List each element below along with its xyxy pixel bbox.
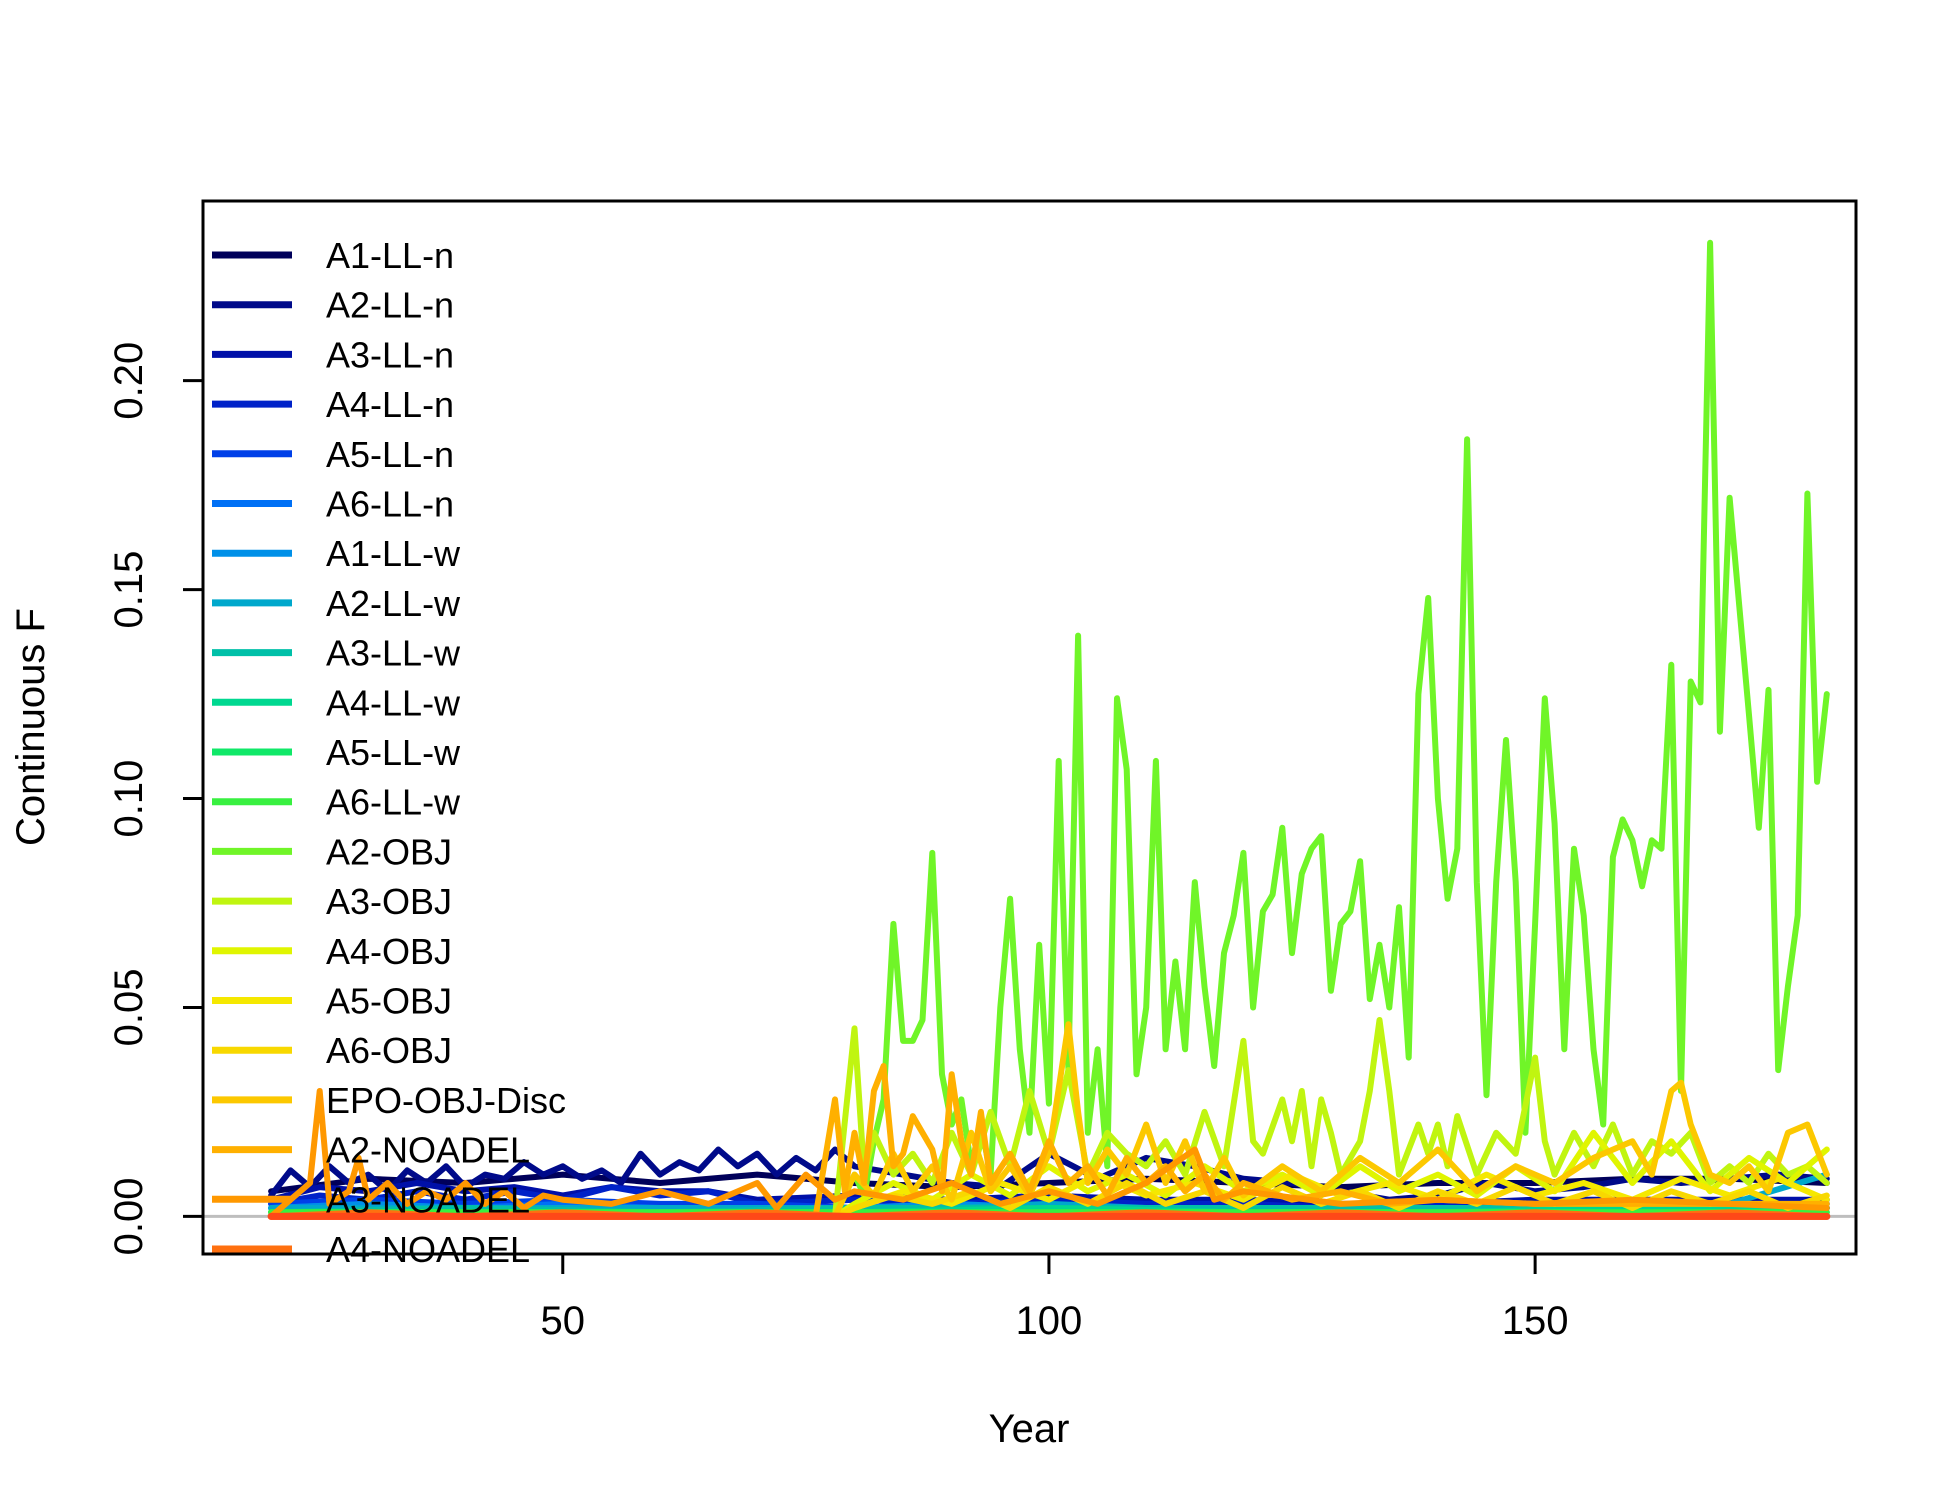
legend-label-a3-ll-w: A3-LL-w	[326, 633, 461, 674]
x-tick-label: 50	[541, 1299, 586, 1343]
x-axis-title: Year	[989, 1407, 1070, 1451]
series-group	[268, 239, 1830, 1220]
legend-label-a2-ll-w: A2-LL-w	[326, 583, 461, 624]
legend: A1-LL-n A2-LL-n A3-LL-n A4-LL-n A5-LL-n A6-LL…	[212, 235, 566, 1270]
series-line-a2-noadel	[268, 1063, 1830, 1220]
legend-label-a1-ll-n: A1-LL-n	[326, 235, 454, 276]
legend-label-a2-noadel: A2-NOADEL	[326, 1130, 530, 1171]
series-line-epo-obj-disc	[268, 1021, 1830, 1220]
y-axis: 0.00 0.05 0.10 0.15 0.20	[107, 342, 205, 1255]
x-tick-label: 100	[1016, 1299, 1083, 1343]
legend-label-a4-ll-w: A4-LL-w	[326, 682, 461, 723]
legend-label-a5-ll-n: A5-LL-n	[326, 434, 454, 475]
legend-label-a4-obj: A4-OBJ	[326, 931, 452, 972]
series-line-a1-ll-n	[268, 1171, 1830, 1195]
legend-label-a2-obj: A2-OBJ	[326, 831, 452, 872]
legend-label-a1-ll-w: A1-LL-w	[326, 533, 461, 574]
legend-label-a2-ll-n: A2-LL-n	[326, 285, 454, 326]
series-line-a3-noadel	[268, 1088, 1830, 1220]
legend-label-epo-obj-disc: EPO-OBJ-Disc	[326, 1080, 566, 1121]
y-tick-label: 0.20	[107, 342, 151, 420]
legend-label-a5-ll-w: A5-LL-w	[326, 732, 461, 773]
legend-label-a5-obj: A5-OBJ	[326, 981, 452, 1022]
series-line-a2-obj	[268, 239, 1830, 1220]
legend-label-a3-obj: A3-OBJ	[326, 881, 452, 922]
legend-label-a4-noadel: A4-NOADEL	[326, 1229, 530, 1270]
legend-label-a6-obj: A6-OBJ	[326, 1030, 452, 1071]
y-tick-label: 0.05	[107, 969, 151, 1047]
y-tick-label: 0.15	[107, 551, 151, 629]
x-tick-label: 150	[1502, 1299, 1569, 1343]
legend-label-a4-ll-n: A4-LL-n	[326, 384, 454, 425]
series-line-a3-obj	[268, 1017, 1830, 1220]
x-axis: 50 100 150	[541, 1252, 1569, 1343]
y-tick-label: 0.00	[107, 1177, 151, 1255]
y-tick-label: 0.10	[107, 760, 151, 838]
legend-label-a6-ll-n: A6-LL-n	[326, 484, 454, 525]
legend-label-a3-ll-n: A3-LL-n	[326, 334, 454, 375]
y-axis-title: Continuous F	[9, 608, 53, 846]
legend-label-a6-ll-w: A6-LL-w	[326, 782, 461, 823]
legend-label-a3-noadel: A3-NOADEL	[326, 1179, 530, 1220]
